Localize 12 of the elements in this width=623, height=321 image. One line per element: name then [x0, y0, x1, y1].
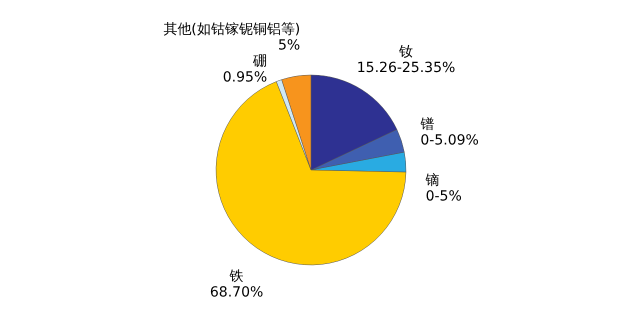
data-label: 5% — [278, 37, 300, 54]
text: 0-5% — [426, 188, 462, 204]
slice-label: 镨 — [419, 116, 434, 132]
slice-label: 其他(如钴镓铌铜铝等) — [163, 21, 300, 38]
slice-label: 硼 — [252, 54, 268, 70]
text: 0-5.09% — [420, 132, 479, 148]
slice-label: 镝 — [424, 172, 440, 188]
data-label: 0.95% — [222, 70, 268, 86]
slice-label: 钕 — [398, 44, 414, 60]
text: 15.26-25.35% — [356, 60, 456, 76]
slice-label: 铁 — [228, 268, 244, 285]
data-label: 68.70% — [210, 284, 264, 301]
